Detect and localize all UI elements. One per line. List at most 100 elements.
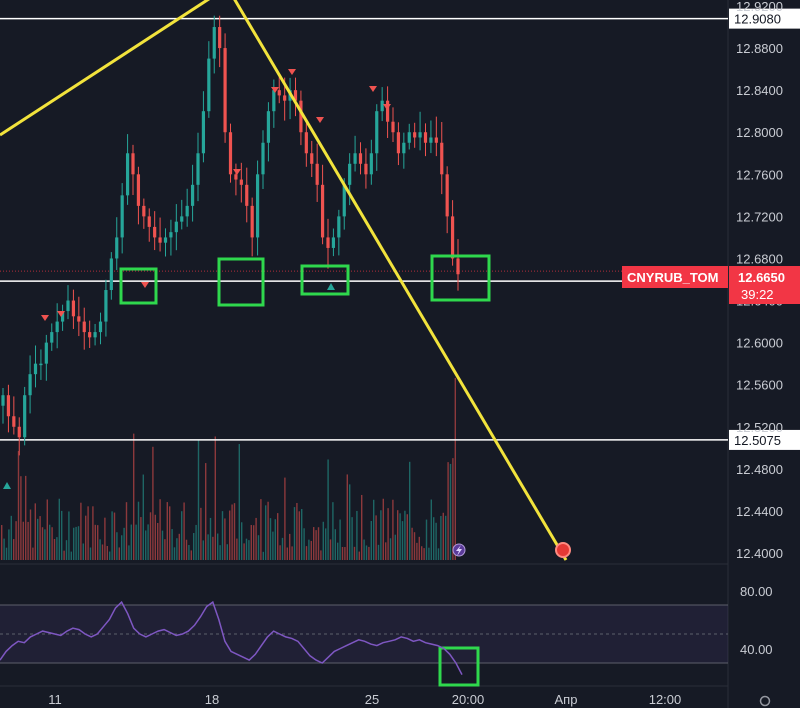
volume-bar bbox=[212, 536, 214, 560]
volume-bar bbox=[13, 539, 15, 560]
volume-bar bbox=[257, 535, 260, 560]
rsi-tick-label: 80.00 bbox=[740, 584, 773, 599]
volume-bar bbox=[82, 543, 84, 560]
volume-bar bbox=[176, 538, 178, 560]
volume-bar bbox=[34, 503, 36, 560]
volume-bar bbox=[365, 545, 368, 560]
candle-body bbox=[82, 321, 86, 333]
settings-gear-icon[interactable] bbox=[759, 695, 771, 707]
candle-body bbox=[158, 237, 162, 243]
candle-body bbox=[109, 258, 113, 291]
highlight-box[interactable] bbox=[430, 254, 491, 302]
candle-body bbox=[104, 290, 108, 322]
candle-body bbox=[239, 179, 243, 185]
candle-body bbox=[385, 100, 390, 122]
volume-bar bbox=[229, 510, 231, 560]
candle-body bbox=[17, 426, 21, 438]
candle-body bbox=[440, 142, 444, 175]
volume-bar bbox=[214, 436, 216, 560]
candle-body bbox=[88, 332, 92, 338]
volume-bar bbox=[296, 503, 298, 560]
candle-body bbox=[50, 332, 54, 343]
volume-bar bbox=[135, 524, 137, 560]
volume-bar bbox=[397, 510, 399, 560]
highlight-box[interactable] bbox=[300, 264, 350, 296]
candle-body bbox=[364, 163, 368, 175]
price-tick-label: 12.8800 bbox=[736, 41, 783, 56]
buy-marker bbox=[327, 283, 335, 290]
volume-bar bbox=[325, 528, 327, 560]
candle-body bbox=[283, 95, 287, 101]
time-tick-label: 12:00 bbox=[649, 692, 682, 707]
volume-bar bbox=[32, 547, 34, 560]
time-tick-label: 11 bbox=[48, 692, 62, 707]
volume-bar bbox=[70, 551, 72, 560]
highlight-box[interactable] bbox=[217, 257, 265, 307]
candle-body bbox=[348, 163, 352, 185]
volume-bar bbox=[437, 548, 440, 560]
volume-bar bbox=[106, 546, 108, 560]
highlight-box[interactable] bbox=[119, 267, 158, 305]
candle-body bbox=[228, 132, 233, 175]
candle-body bbox=[375, 111, 379, 154]
symbol-badge[interactable] bbox=[622, 266, 728, 288]
volume-bar bbox=[101, 544, 104, 560]
price-tick-label: 12.6000 bbox=[736, 336, 783, 351]
volume-bar bbox=[277, 513, 279, 560]
volume-bar bbox=[154, 514, 156, 560]
volume-bar bbox=[406, 514, 408, 560]
candle-body bbox=[60, 311, 65, 322]
volume-bar bbox=[94, 524, 96, 560]
volume-bar bbox=[188, 545, 190, 560]
volume-bar bbox=[454, 377, 456, 560]
candle-body bbox=[402, 142, 406, 154]
volume-bar bbox=[92, 506, 94, 560]
target-dot-icon[interactable] bbox=[555, 542, 571, 558]
volume-bar bbox=[104, 517, 106, 560]
volume-bar bbox=[89, 547, 92, 560]
volume-bar bbox=[195, 524, 197, 560]
candle-body bbox=[434, 137, 438, 143]
candle-body bbox=[55, 321, 59, 333]
time-tick-label: 25 bbox=[365, 692, 379, 707]
volume-bar bbox=[289, 533, 291, 560]
candle-body bbox=[320, 184, 325, 238]
volume-bar bbox=[272, 531, 274, 560]
volume-bar bbox=[260, 499, 262, 560]
volume-bar bbox=[267, 501, 269, 560]
candle-body bbox=[163, 237, 168, 243]
volume-bar bbox=[329, 539, 332, 560]
volume-bar bbox=[281, 537, 284, 560]
volume-bar bbox=[301, 509, 303, 560]
candle-body bbox=[315, 163, 319, 185]
volume-bar bbox=[219, 545, 221, 560]
price-tick-label: 12.8000 bbox=[736, 125, 783, 140]
candle-body bbox=[39, 363, 43, 366]
volume-bar bbox=[44, 529, 46, 560]
highlight-box[interactable] bbox=[438, 646, 480, 687]
candle-body bbox=[153, 226, 157, 238]
trendline-rising[interactable] bbox=[0, 0, 215, 137]
volume-bar bbox=[75, 526, 77, 560]
candle-body bbox=[299, 100, 303, 133]
volume-bar bbox=[130, 524, 132, 560]
volume-bar bbox=[445, 515, 447, 560]
volume-bar bbox=[159, 499, 161, 560]
candle-body bbox=[380, 100, 384, 112]
volume-bar bbox=[363, 539, 365, 560]
volume-bar bbox=[149, 512, 152, 560]
candle-body bbox=[456, 258, 460, 275]
volume-bar bbox=[200, 507, 202, 560]
trendline-falling[interactable] bbox=[232, 0, 568, 561]
candle-body bbox=[293, 90, 298, 101]
volume-bar bbox=[113, 512, 116, 560]
volume-bar bbox=[99, 539, 101, 560]
volume-bar bbox=[205, 463, 207, 560]
symbol-label: CNYRUB_TOM bbox=[627, 270, 719, 285]
volume-bar bbox=[157, 522, 159, 560]
volume-bar bbox=[409, 461, 411, 560]
rsi-tick-label: 40.00 bbox=[740, 642, 773, 657]
candle-body bbox=[391, 121, 395, 133]
volume-bar bbox=[418, 536, 420, 560]
